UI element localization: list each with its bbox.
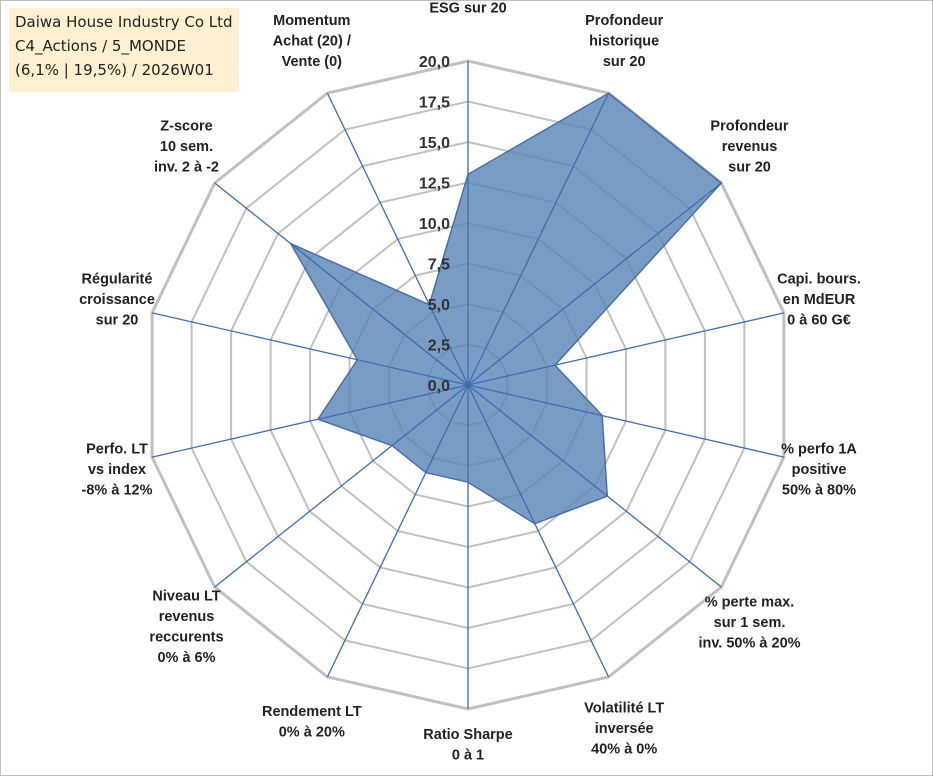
axis-spoke xyxy=(151,384,469,458)
axis-spoke xyxy=(214,182,469,386)
axis-label: % perte max. sur 1 sem. inv. 50% à 20% xyxy=(698,595,800,652)
axis-label: Volatilité LT inversée 40% à 0% xyxy=(584,700,664,757)
axis-label: Rendement LT 0% à 20% xyxy=(262,704,362,741)
axis-label: Régularité croissance sur 20 xyxy=(79,272,155,329)
radar-spokes xyxy=(151,61,785,709)
axis-label: Profondeur revenus sur 20 xyxy=(710,119,788,176)
tick-label: 2,5 xyxy=(428,338,450,355)
axis-spoke xyxy=(467,384,785,458)
chart-title-box: Daiwa House Industry Co Ltd C4_Actions /… xyxy=(9,8,239,92)
axis-label: Capi. bours. en MdEUR 0 à 60 G€ xyxy=(777,272,861,329)
axis-label: NoteESG sur 20 xyxy=(429,0,506,17)
tick-label: 0,0 xyxy=(428,378,450,395)
axis-spoke xyxy=(326,92,469,386)
tick-label: 15,0 xyxy=(419,135,450,152)
axis-label: % perfo 1A positive 50% à 80% xyxy=(781,442,857,499)
axis-spoke xyxy=(467,384,722,588)
axis-spoke xyxy=(214,384,469,588)
axis-label: Niveau LT revenus reccurents 0% à 6% xyxy=(149,589,223,667)
company-name: Daiwa House Industry Co Ltd xyxy=(15,13,233,31)
axis-label: Ratio Sharpe 0 à 1 xyxy=(423,727,512,764)
stats-label: (6,1% | 19,5%) / 2026W01 xyxy=(15,61,214,79)
tick-label: 5,0 xyxy=(428,297,450,314)
axis-spoke xyxy=(467,384,610,678)
axis-label: Profondeur historique sur 20 xyxy=(585,13,663,70)
axis-spoke xyxy=(467,92,610,386)
category-label: C4_Actions / 5_MONDE xyxy=(15,37,186,55)
axis-spoke xyxy=(151,312,469,386)
series-area xyxy=(288,92,723,525)
axis-spoke xyxy=(467,312,785,386)
tick-label: 12,5 xyxy=(419,176,450,193)
axis-spoke xyxy=(326,384,469,678)
axis-label: Perfo. LT vs index -8% à 12% xyxy=(82,442,153,499)
tick-label: 20,0 xyxy=(419,54,450,71)
tick-label: 10,0 xyxy=(419,216,450,233)
tick-label: 17,5 xyxy=(419,95,450,112)
radar-series xyxy=(288,92,723,525)
tick-label: 7,5 xyxy=(428,257,450,274)
axis-label: Z-score 10 sem. inv. 2 à -2 xyxy=(154,119,219,176)
axis-label: Momentum Achat (20) / Vente (0) xyxy=(273,13,351,70)
axis-spoke xyxy=(467,182,722,386)
radar-tick-labels: 0,0 2,5 5,0 7,5 10,0 12,5 15,0 17,5 20,0 xyxy=(419,54,450,395)
